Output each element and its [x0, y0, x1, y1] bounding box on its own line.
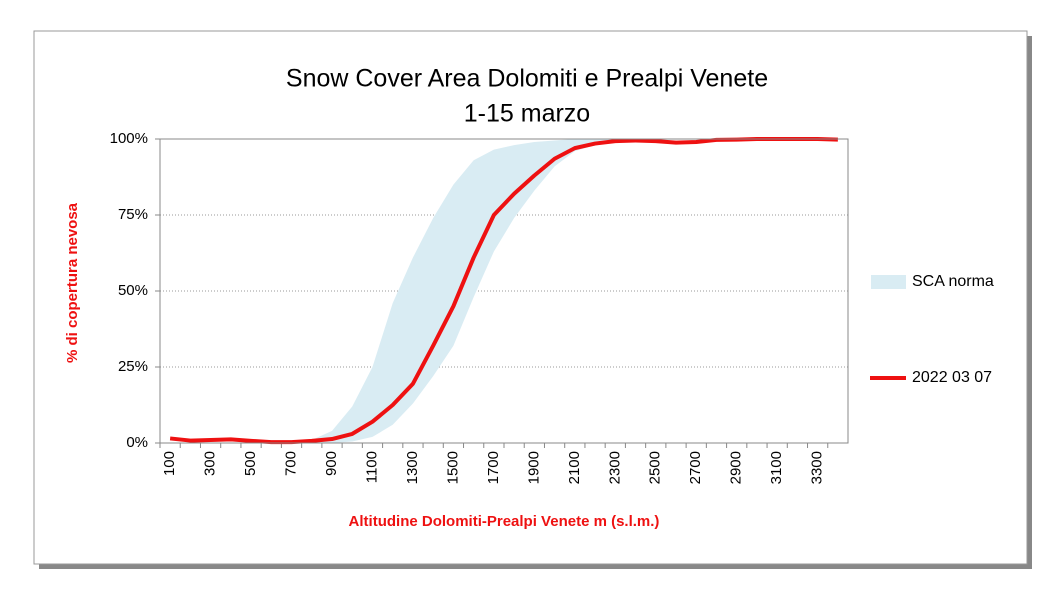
band-area	[170, 139, 838, 443]
x-tick-label: 2300	[606, 451, 623, 484]
x-tick-label: 2700	[687, 451, 704, 484]
x-tick-label: 300	[202, 451, 219, 476]
y-tick-label: 75%	[118, 206, 148, 223]
chart-subtitle: 1-15 marzo	[464, 100, 590, 128]
x-tick-label: 900	[323, 451, 340, 476]
x-tick-label: 2500	[647, 451, 664, 484]
data-line	[169, 137, 838, 445]
x-tick-label: 2100	[566, 451, 583, 484]
x-tick-label: 1300	[404, 451, 421, 484]
x-tick-label: 100	[161, 451, 178, 476]
x-tick-label: 1100	[363, 451, 380, 483]
x-tick-label: 3300	[809, 451, 826, 484]
x-tick-label: 1500	[444, 451, 461, 484]
chart-title: Snow Cover Area Dolomiti e Prealpi Venet…	[286, 65, 768, 93]
y-tick-label: 50%	[118, 282, 148, 299]
legend-swatch	[871, 275, 906, 289]
x-tick-label: 1700	[485, 451, 502, 484]
x-tick-label: 3100	[768, 451, 785, 484]
x-tick-label: 500	[242, 451, 259, 476]
plot-border	[159, 138, 849, 444]
y-tick-label: 100%	[110, 130, 148, 147]
x-tick-label: 2900	[728, 451, 745, 484]
legend-label: 2022 03 07	[912, 369, 992, 386]
x-tick-label: 700	[282, 451, 299, 476]
y-axis-title: % di copertura nevosa	[64, 202, 81, 363]
legend-label: SCA norma	[912, 273, 994, 290]
x-tick-label: 1900	[525, 451, 542, 484]
y-tick-label: 25%	[118, 358, 148, 375]
x-axis-title: Altitudine Dolomiti-Prealpi Venete m (s.…	[349, 513, 660, 530]
y-tick-label: 0%	[126, 434, 148, 451]
